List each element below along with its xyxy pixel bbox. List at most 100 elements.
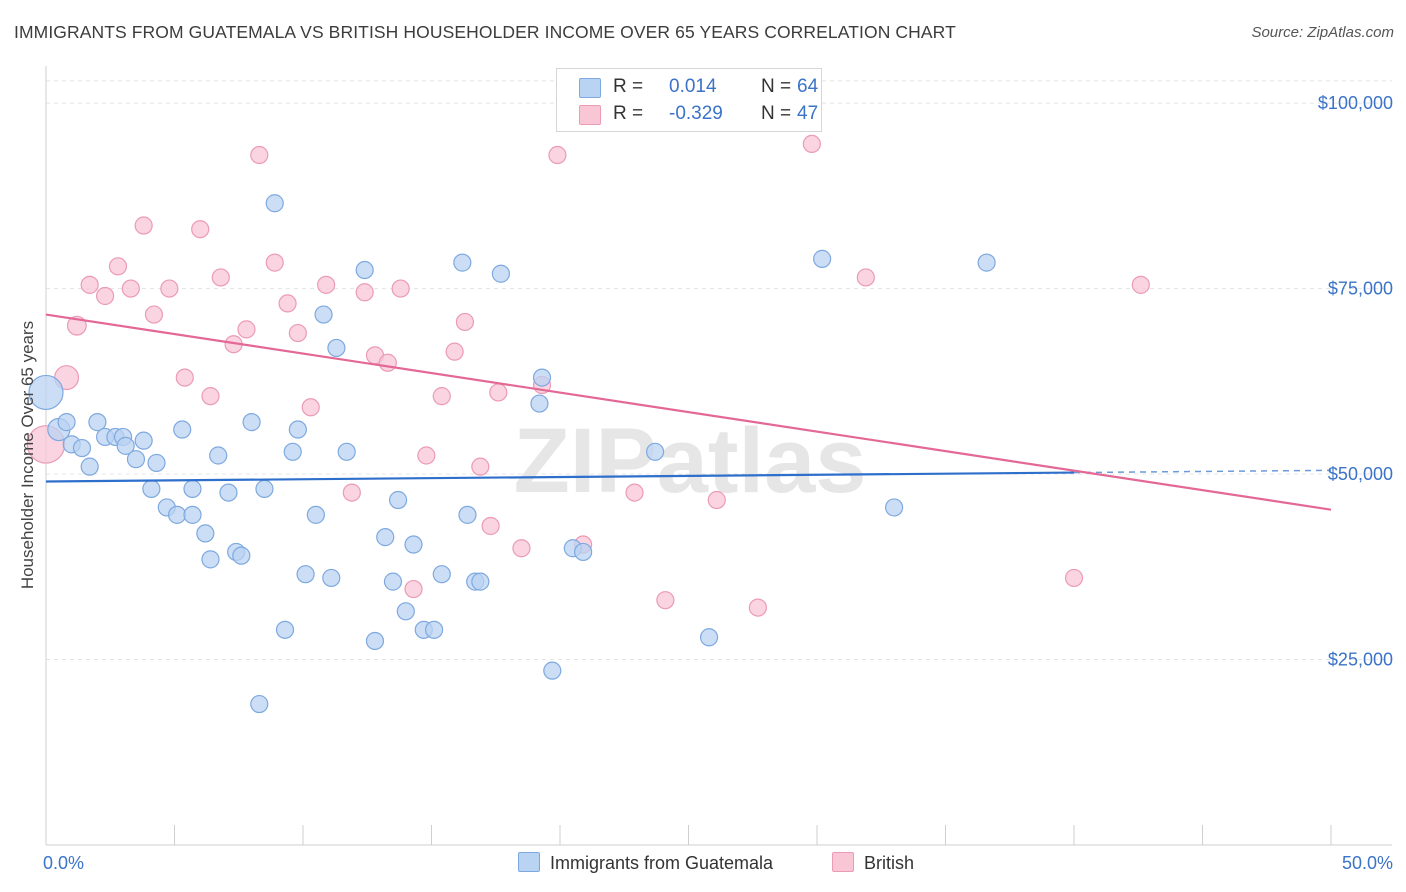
tick-labels: $25,000 $50,000 $75,000 $100,000 0.0% 50.0% <box>43 93 1393 873</box>
guatemala-point <box>250 694 269 714</box>
british-trend-line <box>45 313 1332 511</box>
guatemala-point <box>72 438 92 458</box>
british-point <box>378 353 397 372</box>
guatemala-point <box>530 394 549 413</box>
guatemala-point <box>134 431 153 450</box>
guatemala-point <box>183 505 202 524</box>
british-point <box>417 446 436 465</box>
british-point <box>548 145 567 165</box>
guatemala-point <box>88 413 107 432</box>
guatemala-trend-line <box>45 471 1075 483</box>
guatemala-point <box>283 442 302 461</box>
guatemala-point <box>57 413 76 432</box>
british-point <box>748 598 767 617</box>
n-label: N = <box>761 76 792 97</box>
british-point <box>288 323 307 343</box>
guatemala-point <box>314 305 333 324</box>
guatemala-point <box>471 572 490 591</box>
british-point <box>278 294 297 313</box>
guatemala-point <box>288 420 307 439</box>
guatemala-point <box>306 505 325 524</box>
r-label: R = <box>613 103 644 124</box>
british-swatch <box>832 852 854 872</box>
guatemala-point <box>699 628 719 647</box>
british-point <box>512 539 531 558</box>
guatemala-point <box>196 524 215 543</box>
gridlines <box>46 80 1392 661</box>
guatemala-point <box>296 565 315 584</box>
guatemala-point <box>453 253 472 272</box>
british-point <box>175 368 194 387</box>
british-point <box>625 483 644 502</box>
guatemala-point <box>365 631 385 651</box>
guatemala-point <box>383 572 403 591</box>
guatemala-point <box>404 535 423 554</box>
british-point <box>108 257 128 276</box>
british-point <box>471 457 490 476</box>
british-point <box>134 216 153 235</box>
guatemala-point <box>327 338 346 358</box>
guatemala-point <box>201 550 220 569</box>
watermark: ZIPatlas <box>514 410 867 512</box>
y-tick-label: $25,000 <box>1328 650 1393 670</box>
british-point <box>1131 275 1150 294</box>
guatemala-point <box>255 479 274 498</box>
guatemala-point <box>183 479 202 498</box>
guatemala-point <box>219 483 238 502</box>
source-label: Source: ZipAtlas.com <box>1251 24 1394 41</box>
british-point <box>250 145 269 165</box>
british-point <box>481 516 500 536</box>
guatemala-point <box>355 260 374 280</box>
british-point <box>445 342 464 361</box>
legend-label: British <box>864 853 915 873</box>
british-point <box>489 383 508 402</box>
guatemala-point <box>322 568 341 588</box>
guatemala-point <box>532 368 552 387</box>
n-label: N = <box>761 103 792 124</box>
trend-lines <box>45 313 1332 511</box>
legend-item-british: British <box>832 852 914 874</box>
british-point <box>121 279 140 298</box>
british-point <box>391 279 410 298</box>
british-point <box>96 286 115 306</box>
british-point <box>355 283 374 302</box>
chart-title: IMMIGRANTS FROM GUATEMALA VS BRITISH HOU… <box>14 22 956 42</box>
guatemala-point <box>424 620 444 639</box>
legend-item-guatemala: Immigrants from Guatemala <box>518 852 773 874</box>
guatemala-point <box>28 374 64 411</box>
british-point <box>432 387 451 406</box>
british-point <box>237 320 256 339</box>
guatemala-point <box>116 436 135 455</box>
british-point <box>1064 568 1084 588</box>
guatemala-point <box>265 194 284 213</box>
british-point <box>656 591 675 610</box>
guatemala-point <box>337 442 356 461</box>
y-axis-title: Householder Income Over 65 years <box>18 320 37 590</box>
n-value: 47 <box>797 103 819 124</box>
british-point <box>856 268 875 287</box>
y-tick-label: $50,000 <box>1328 464 1393 484</box>
british-swatch <box>579 105 601 125</box>
british-point <box>211 268 230 287</box>
r-label: R = <box>613 76 644 97</box>
british-point <box>455 312 475 332</box>
legend-label: Immigrants from Guatemala <box>550 853 774 873</box>
guatemala-swatch <box>579 78 601 98</box>
british-point <box>265 253 284 272</box>
y-tick-label: $75,000 <box>1328 279 1393 299</box>
british-point <box>802 134 821 153</box>
guatemala-points <box>28 194 996 714</box>
guatemala-trend-extension <box>1073 469 1332 474</box>
guatemala-point <box>396 602 415 621</box>
n-value: 64 <box>797 76 819 97</box>
british-point <box>191 220 210 239</box>
guatemala-point <box>232 546 251 565</box>
british-point <box>301 398 320 417</box>
guatemala-point <box>388 490 408 510</box>
guatemala-point <box>645 442 665 461</box>
guatemala-point <box>458 505 477 524</box>
guatemala-point <box>126 450 146 469</box>
british-point <box>201 387 220 406</box>
british-point <box>342 483 361 502</box>
guatemala-swatch <box>518 852 540 872</box>
